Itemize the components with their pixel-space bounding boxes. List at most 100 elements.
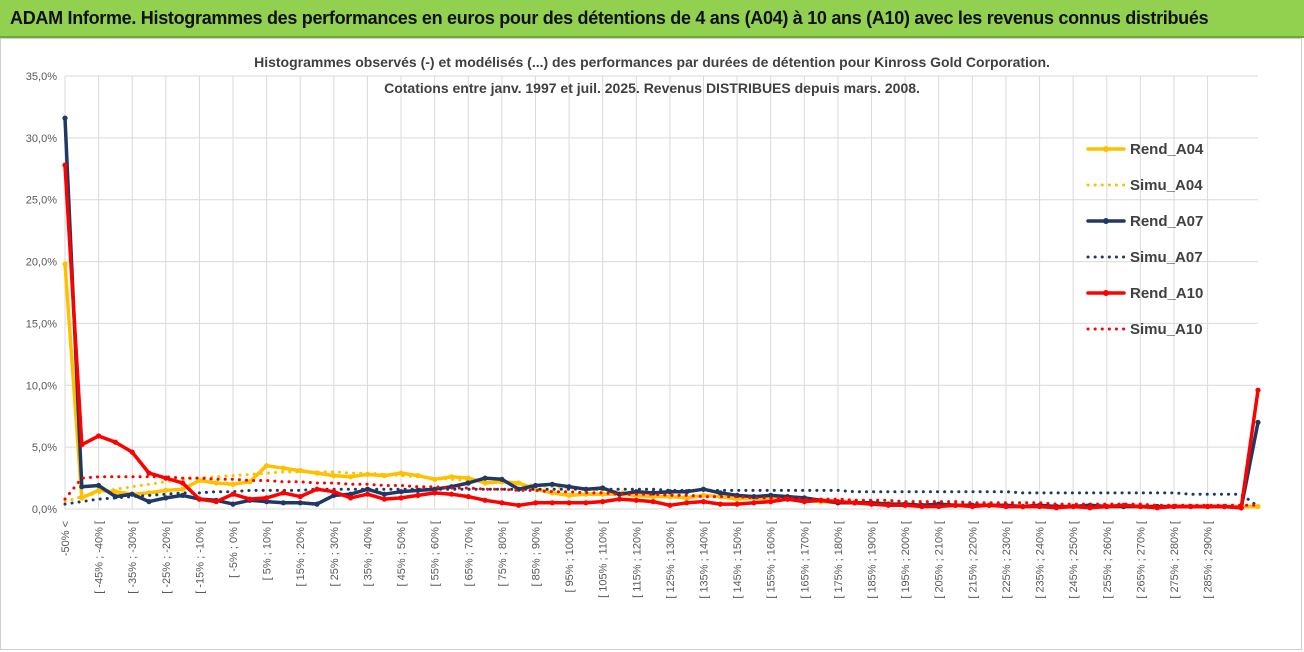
data-point-rend-a10 [62, 162, 68, 168]
y-tick-label: 15,0% [26, 318, 57, 330]
series-line-rend-a07 [63, 116, 1260, 510]
x-tick-label: [ -25% ; -20% [ [161, 521, 173, 594]
performance-histogram-chart: Histogrammes observés (-) et modélisés (… [26, 54, 1261, 599]
data-point-rend-a07 [129, 491, 135, 497]
data-point-rend-a10 [415, 492, 421, 498]
data-point-rend-a10 [398, 495, 404, 501]
x-tick-label: [ 45% ; 50% [ [396, 521, 408, 586]
x-tick-label: [ 255% ; 260% [ [1102, 521, 1114, 599]
data-point-rend-a10 [768, 499, 774, 505]
data-point-rend-a10 [516, 502, 522, 508]
data-point-rend-a07 [163, 495, 169, 501]
legend-label-simu-a10: Simu_A10 [1130, 321, 1203, 338]
x-tick-label: [ -15% ; -10% [ [194, 521, 206, 594]
data-point-rend-a10 [381, 496, 387, 502]
y-tick-label: 30,0% [26, 133, 57, 145]
data-point-rend-a10 [549, 500, 555, 506]
data-point-rend-a07 [398, 489, 404, 495]
x-tick-label: [ 55% ; 60% [ [430, 521, 442, 586]
data-point-rend-a10 [1037, 503, 1043, 510]
data-point-rend-a04 [331, 473, 337, 479]
x-tick-label: [ 135% ; 140% [ [699, 521, 711, 599]
y-tick-label: 0,0% [32, 504, 57, 516]
data-point-rend-a10 [499, 500, 505, 506]
data-point-rend-a10 [364, 491, 371, 497]
data-point-rend-a04 [348, 474, 354, 480]
x-tick-label: [ 185% ; 190% [ [867, 521, 879, 599]
data-point-rend-a10 [532, 500, 539, 506]
data-point-rend-a07 [751, 494, 757, 500]
legend-label-rend-a04: Rend_A04 [1130, 141, 1204, 158]
data-point-rend-a04 [230, 481, 236, 487]
data-point-rend-a07 [297, 500, 303, 506]
legend-label-simu-a07: Simu_A07 [1130, 249, 1203, 266]
data-point-rend-a10 [734, 501, 740, 507]
data-point-rend-a10 [1070, 503, 1076, 510]
legend-marker [1103, 290, 1109, 296]
x-tick-label: [ 265% ; 270% [ [1135, 521, 1147, 599]
x-tick-label: [ 165% ; 170% [ [799, 521, 811, 599]
data-point-rend-a10 [1053, 505, 1059, 511]
data-point-rend-a10 [314, 486, 320, 492]
grid-lines [64, 75, 1258, 510]
legend-label-rend-a07: Rend_A07 [1130, 213, 1203, 230]
x-tick-label: [ -5% ; 0% [ [228, 521, 240, 578]
data-point-rend-a10 [1087, 505, 1093, 511]
x-tick-label: [ 75% ; 80% [ [497, 521, 509, 586]
data-point-rend-a10 [700, 499, 707, 505]
data-point-rend-a10 [482, 497, 488, 503]
x-tick-label: [ 25% ; 30% [ [329, 521, 341, 586]
chart-frame [0, 38, 1302, 650]
data-point-rend-a10 [650, 499, 656, 505]
x-tick-label: [ 215% ; 220% [ [967, 521, 979, 599]
data-point-rend-a10 [297, 494, 303, 500]
data-point-rend-a04 [398, 470, 404, 476]
data-point-rend-a07 [616, 491, 623, 497]
legend-marker [1103, 218, 1109, 224]
x-axis-ticks: -50% < [ -45% ; -40% [[ -35% ; -30% [[ -2… [60, 521, 1215, 599]
chart-title-line1: Histogrammes observés (-) et modélisés (… [254, 54, 1050, 70]
data-point-rend-a10 [1137, 503, 1143, 510]
x-tick-label: [ 95% ; 100% [ [564, 521, 576, 593]
data-point-rend-a10 [1205, 503, 1211, 510]
data-point-rend-a07 [180, 492, 186, 498]
data-point-rend-a07 [717, 490, 723, 496]
data-point-rend-a04 [432, 476, 438, 482]
data-point-rend-a07 [146, 499, 152, 505]
data-point-rend-a04 [650, 494, 656, 500]
data-point-rend-a07 [465, 480, 471, 486]
x-tick-label: [ 35% ; 40% [ [362, 521, 374, 586]
series-lines [62, 115, 1261, 511]
data-point-rend-a10 [448, 491, 455, 497]
data-point-rend-a07 [583, 486, 589, 492]
data-point-rend-a10 [667, 502, 673, 508]
data-point-rend-a10 [1003, 503, 1009, 510]
data-point-rend-a10 [885, 502, 891, 508]
data-point-rend-a07 [230, 501, 236, 507]
series-line-simu-a07 [63, 487, 1260, 508]
x-tick-label: [ 105% ; 110% [ [598, 521, 610, 598]
y-tick-label: 20,0% [26, 257, 57, 269]
x-tick-label: [ -35% ; -30% [ [127, 521, 139, 594]
data-point-rend-a07 [499, 476, 505, 482]
x-tick-label: [ 115% ; 120% [ [631, 521, 643, 598]
x-tick-label: [ 145% ; 150% [ [732, 521, 744, 599]
data-point-rend-a10 [79, 442, 85, 448]
data-point-rend-a04 [247, 479, 253, 485]
data-point-rend-a10 [919, 503, 925, 510]
x-tick-label: [ 195% ; 200% [ [900, 521, 912, 599]
x-tick-label: [ 225% ; 230% [ [1001, 521, 1013, 599]
x-tick-label: [ 205% ; 210% [ [934, 521, 946, 599]
data-point-rend-a04 [297, 468, 303, 474]
chart-title-line2: Cotations entre janv. 1997 et juil. 2025… [384, 80, 920, 96]
data-point-rend-a10 [1020, 503, 1026, 510]
data-point-rend-a10 [969, 503, 976, 510]
x-tick-label: [ 235% ; 240% [ [1035, 521, 1047, 599]
data-point-rend-a10 [566, 500, 572, 506]
data-point-rend-a04 [213, 480, 219, 486]
data-point-rend-a10 [465, 494, 471, 500]
x-tick-label: [ 245% ; 250% [ [1068, 521, 1080, 599]
data-point-rend-a07 [264, 499, 270, 505]
x-tick-label: [ 65% ; 70% [ [463, 521, 475, 586]
data-point-rend-a10 [751, 500, 757, 506]
